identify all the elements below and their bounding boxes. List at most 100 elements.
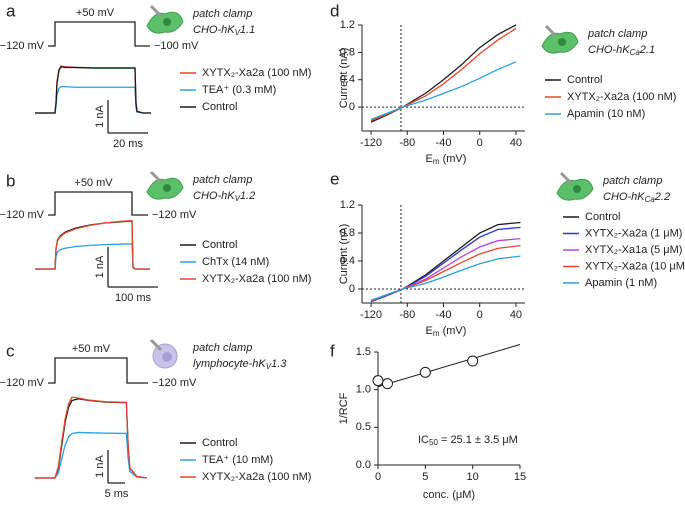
cell-label-part: Ca — [645, 195, 656, 204]
cell-nucleus — [162, 352, 172, 362]
y-tick-label: 0 — [349, 283, 355, 295]
x-axis-label: Em (mV) — [426, 325, 467, 338]
data-line — [35, 66, 151, 114]
data-point — [381, 378, 393, 390]
legend-label: XYTX₂-Xa2a (1 μM) — [585, 227, 682, 239]
x-tick-label: 10 — [467, 471, 479, 483]
cell-label-part: CHO-hK — [603, 191, 645, 203]
method-label: patch clamp — [602, 175, 662, 187]
legend-label: Control — [202, 239, 237, 251]
x-axis-label: Em (mV) — [426, 153, 467, 166]
cell-label-part: 1.3 — [271, 358, 287, 370]
x-tick-label: -80 — [399, 309, 415, 321]
cell-label-part: 2.1 — [639, 44, 655, 56]
x-tick-label: 0 — [477, 309, 483, 321]
legend-label: XYTX₂-Xa2a (100 nM) — [202, 273, 311, 285]
cell-label: CHO-hKCa2.1 — [588, 44, 655, 57]
x-tick-label: -40 — [436, 309, 452, 321]
scalebar-x-label: 5 ms — [105, 488, 129, 500]
y-tick-label: 0.4 — [340, 255, 355, 267]
data-line — [35, 219, 150, 270]
annotation: IC50 = 25.1 ± 3.5 μM — [418, 434, 518, 447]
data-point — [467, 355, 479, 367]
y-tick-label: 1.2 — [340, 19, 355, 31]
cell-label-part: lymphocyte-hK — [193, 358, 266, 370]
protocol-return: −120 mV — [152, 377, 197, 389]
data-line — [370, 226, 521, 303]
y-tick-label: 0.8 — [340, 46, 355, 58]
x-tick-label: -80 — [399, 137, 415, 149]
cell-label: CHO-hKV1.2 — [193, 190, 255, 203]
data-line — [34, 431, 147, 479]
legend-label: TEA⁺ (0.3 mM) — [202, 84, 276, 96]
cell-label-part: V — [235, 194, 241, 203]
data-line — [34, 396, 147, 479]
protocol-step: +50 mV — [74, 177, 113, 189]
cell-label: lymphocyte-hKV1.3 — [193, 358, 287, 371]
voltage-protocol — [48, 21, 150, 47]
y-tick-label: 1.5 — [356, 346, 371, 358]
x-axis-label-part: m — [433, 157, 440, 166]
annotation-part: IC — [418, 434, 429, 446]
panel-label: c — [6, 341, 15, 360]
pipette — [149, 4, 163, 18]
cell-label-part: 1.1 — [240, 24, 255, 36]
x-axis-label-part: E — [426, 325, 433, 337]
x-axis-label: conc. (μM) — [423, 489, 475, 501]
y-tick-label: 0.0 — [356, 459, 371, 471]
annotation-part: = 25.1 ± 3.5 μM — [438, 434, 518, 446]
panel-label: d — [330, 1, 339, 20]
pipette — [559, 171, 573, 185]
x-axis-label-part: E — [426, 153, 433, 165]
y-axis-label: 1/RCF — [338, 392, 350, 424]
cell-nucleus — [573, 185, 581, 193]
scalebar-x-label: 100 ms — [115, 292, 152, 304]
pipette — [544, 24, 558, 38]
cell-nucleus — [163, 18, 171, 26]
protocol-return: −120 mV — [152, 209, 197, 221]
protocol-hold: −120 mV — [0, 377, 45, 389]
legend-label: ChTx (14 nM) — [202, 256, 269, 268]
protocol-step: +50 mV — [72, 343, 111, 355]
cell-label-part: V — [235, 28, 241, 37]
method-label: patch clamp — [192, 342, 252, 354]
y-tick-label: 0 — [349, 101, 355, 113]
y-tick-label: 1.0 — [356, 384, 371, 396]
cell-label-part: Ca — [630, 48, 641, 57]
y-axis-label: Current (nA) — [338, 224, 350, 285]
pipette — [149, 170, 163, 184]
x-axis-label-part: (mV) — [440, 153, 467, 165]
cell-label-part: CHO-hK — [193, 190, 235, 202]
data-line — [370, 255, 521, 301]
protocol-hold: −120 mV — [0, 40, 45, 52]
x-tick-label: 5 — [422, 471, 428, 483]
cell-label-part: CHO-hK — [193, 24, 235, 36]
fit-line — [377, 343, 521, 388]
method-label: patch clamp — [587, 28, 647, 40]
legend-label: XYTX₂-Xa2a (100 nM) — [202, 67, 311, 79]
y-axis-label: Current (nA) — [338, 48, 350, 109]
protocol-step: +50 mV — [76, 7, 115, 19]
cell-label-part: V — [266, 362, 272, 371]
cell-nucleus — [163, 184, 171, 192]
legend-label: XYTX₂-Xa2a (100 nM) — [202, 471, 311, 483]
legend-label: Control — [585, 211, 620, 223]
legend-label: Apamin (10 nM) — [567, 108, 645, 120]
scalebar-y-label: 1 nA — [94, 255, 106, 278]
y-tick-label: 0.5 — [356, 421, 371, 433]
method-label: patch clamp — [192, 174, 252, 186]
legend-label: XYTX₂-Xa2a (100 nM) — [567, 91, 676, 103]
scalebar-y-label: 1 nA — [94, 455, 106, 478]
panel-label: f — [330, 341, 335, 360]
data-point — [419, 366, 431, 378]
panel-label: a — [6, 1, 16, 20]
cell-label-part: 1.2 — [240, 190, 255, 202]
legend-label: Control — [202, 101, 237, 113]
data-point — [372, 375, 384, 387]
protocol-hold: −120 mV — [0, 209, 45, 221]
x-tick-label: -120 — [360, 137, 382, 149]
method-label: patch clamp — [192, 8, 252, 20]
y-tick-label: 0.4 — [340, 74, 355, 86]
panel-label: b — [6, 171, 15, 190]
